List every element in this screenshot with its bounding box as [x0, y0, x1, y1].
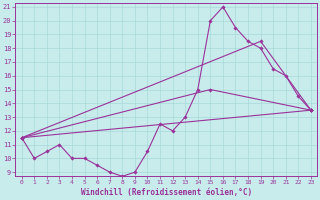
- X-axis label: Windchill (Refroidissement éolien,°C): Windchill (Refroidissement éolien,°C): [81, 188, 252, 197]
